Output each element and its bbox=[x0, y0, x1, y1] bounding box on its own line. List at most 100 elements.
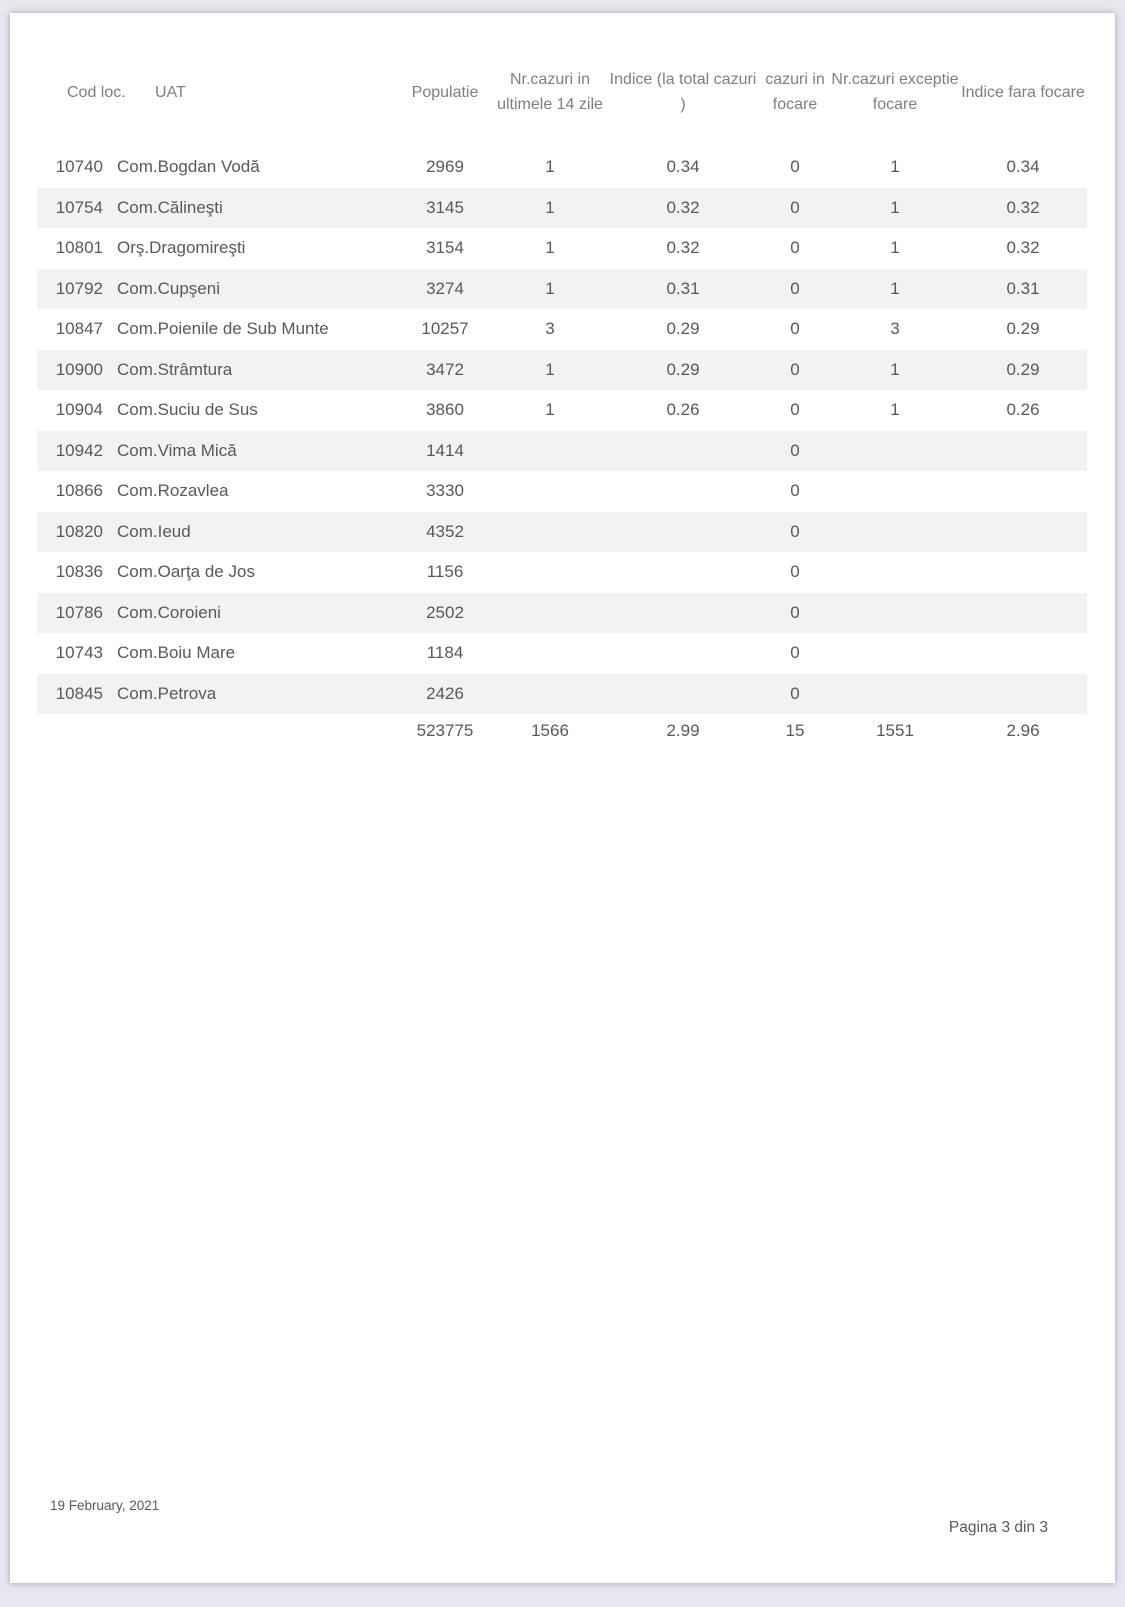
cell-cazuri-in-focare: 0 bbox=[790, 400, 800, 420]
cell-uat: Com.Coroieni bbox=[109, 592, 397, 633]
cell-cazuri-in-focare: 0 bbox=[790, 238, 800, 258]
cell-cazuri-in-focare: 0 bbox=[790, 157, 800, 177]
cell-populatie: 4352 bbox=[397, 511, 493, 552]
totals-indice: 2.99 bbox=[666, 721, 700, 740]
cell-populatie: 1414 bbox=[397, 430, 493, 471]
cell-uat: Com.Suciu de Sus bbox=[117, 400, 258, 420]
cell-indice-total: 0.34 bbox=[666, 157, 700, 177]
cell-populatie: 3860 bbox=[426, 400, 464, 420]
cell-uat: Com.Bogdan Vodă bbox=[117, 157, 260, 177]
cell-indice-total: 0.26 bbox=[666, 400, 700, 420]
header-populatie: Populatie bbox=[411, 83, 479, 101]
cell-cazuri-in-focare: 0 bbox=[759, 511, 831, 552]
cell-cod-loc: 10786 bbox=[37, 592, 109, 633]
cell-indice-total: 0.32 bbox=[666, 238, 700, 258]
cell-indice-fara-focare bbox=[959, 592, 1087, 633]
report-date: 19 February, 2021 bbox=[50, 1498, 160, 1513]
cell-indice-fara-focare bbox=[959, 511, 1087, 552]
cell-indice-total bbox=[607, 511, 759, 552]
cell-populatie: 3274 bbox=[397, 268, 493, 309]
table-row: 10792 Com.Cupşeni 3274 1 0.31 0 1 0.31 bbox=[37, 268, 1087, 309]
cell-indice-fara-focare bbox=[959, 552, 1087, 593]
cell-nr-cazuri-exceptie: 3 bbox=[890, 319, 900, 339]
cell-indice-fara-focare bbox=[959, 471, 1087, 512]
cell-nr-cazuri-exceptie: 1 bbox=[831, 349, 959, 390]
cell-uat: Com.Cupşeni bbox=[109, 268, 397, 309]
cell-indice-total bbox=[607, 673, 759, 714]
cell-uat: Com.Boiu Mare bbox=[117, 643, 236, 663]
cell-nr-cazuri-exceptie bbox=[831, 552, 959, 593]
totals-row: 523775 1566 2.99 15 1551 2.96 bbox=[37, 714, 1087, 748]
cell-nr-cazuri-14-zile: 3 bbox=[545, 319, 555, 339]
cell-populatie: 2502 bbox=[397, 592, 493, 633]
table-row: 10743 Com.Boiu Mare 1184 0 bbox=[37, 633, 1087, 674]
table-row: 10836 Com.Oarţa de Jos 1156 0 bbox=[37, 552, 1087, 593]
header-nr-cazuri-14-zile: Nr.cazuri in ultimele 14 zile bbox=[497, 71, 603, 113]
table-row: 10740 Com.Bogdan Vodă 2969 1 0.34 0 1 0.… bbox=[37, 147, 1087, 188]
cell-cod-loc: 10743 bbox=[55, 643, 103, 663]
page-number: Pagina 3 din 3 bbox=[948, 1519, 1048, 1536]
cell-nr-cazuri-14-zile bbox=[493, 633, 607, 674]
cell-nr-cazuri-14-zile: 1 bbox=[493, 268, 607, 309]
cell-populatie: 1156 bbox=[426, 562, 464, 582]
cell-indice-fara-focare: 0.31 bbox=[959, 268, 1087, 309]
cell-indice-total bbox=[607, 471, 759, 512]
cell-nr-cazuri-exceptie: 1 bbox=[890, 157, 900, 177]
cell-nr-cazuri-14-zile: 1 bbox=[545, 400, 555, 420]
cell-cod-loc: 10754 bbox=[37, 187, 109, 228]
totals-populatie: 523775 bbox=[416, 721, 474, 740]
cell-nr-cazuri-14-zile bbox=[493, 673, 607, 714]
cell-uat: Orş.Dragomireşti bbox=[117, 238, 246, 258]
cell-cazuri-in-focare: 0 bbox=[759, 187, 831, 228]
cell-cod-loc: 10740 bbox=[55, 157, 103, 177]
cell-nr-cazuri-14-zile bbox=[493, 471, 607, 512]
cell-cod-loc: 10942 bbox=[37, 430, 109, 471]
cell-cod-loc: 10845 bbox=[37, 673, 109, 714]
cell-cod-loc: 10801 bbox=[55, 238, 103, 258]
cell-indice-fara-focare bbox=[959, 430, 1087, 471]
cell-nr-cazuri-14-zile bbox=[493, 511, 607, 552]
cell-indice-total bbox=[607, 592, 759, 633]
cell-populatie: 10257 bbox=[421, 319, 469, 339]
incidence-table: Cod loc. UAT Populatie Nr.cazuri in ulti… bbox=[37, 55, 1087, 748]
table-row: 10820 Com.Ieud 4352 0 bbox=[37, 511, 1087, 552]
cell-cazuri-in-focare: 0 bbox=[790, 562, 800, 582]
cell-indice-total: 0.31 bbox=[607, 268, 759, 309]
cell-uat: Com.Strâmtura bbox=[109, 349, 397, 390]
report-page: Cod loc. UAT Populatie Nr.cazuri in ulti… bbox=[10, 13, 1115, 1583]
cell-uat: Com.Petrova bbox=[109, 673, 397, 714]
cell-indice-total bbox=[607, 552, 759, 593]
cell-indice-total: 0.29 bbox=[607, 349, 759, 390]
cell-nr-cazuri-exceptie bbox=[831, 511, 959, 552]
cell-cod-loc: 10820 bbox=[37, 511, 109, 552]
totals-cazuri14: 1566 bbox=[531, 721, 569, 740]
table-row: 10847 Com.Poienile de Sub Munte 10257 3 … bbox=[37, 309, 1087, 350]
table-body: 10740 Com.Bogdan Vodă 2969 1 0.34 0 1 0.… bbox=[37, 147, 1087, 714]
cell-cazuri-in-focare: 0 bbox=[759, 268, 831, 309]
header-indice-total: Indice (la total cazuri ) bbox=[609, 71, 757, 113]
cell-indice-total bbox=[607, 430, 759, 471]
header-row: Cod loc. UAT Populatie Nr.cazuri in ulti… bbox=[37, 55, 1087, 147]
cell-cazuri-in-focare: 0 bbox=[790, 481, 800, 501]
cell-populatie: 3330 bbox=[426, 481, 464, 501]
cell-cazuri-in-focare: 0 bbox=[759, 430, 831, 471]
cell-indice-total bbox=[607, 633, 759, 674]
table-header: Cod loc. UAT Populatie Nr.cazuri in ulti… bbox=[37, 55, 1087, 147]
cell-indice-fara-focare: 0.34 bbox=[1006, 157, 1040, 177]
cell-indice-fara-focare: 0.29 bbox=[959, 349, 1087, 390]
cell-cod-loc: 10792 bbox=[37, 268, 109, 309]
cell-nr-cazuri-14-zile: 1 bbox=[545, 157, 555, 177]
cell-indice-fara-focare: 0.26 bbox=[1006, 400, 1040, 420]
cell-populatie: 3472 bbox=[397, 349, 493, 390]
cell-indice-fara-focare bbox=[959, 673, 1087, 714]
table-footer: 523775 1566 2.99 15 1551 2.96 bbox=[37, 714, 1087, 748]
cell-nr-cazuri-exceptie bbox=[831, 592, 959, 633]
cell-uat: Com.Oarţa de Jos bbox=[117, 562, 255, 582]
totals-focare: 15 bbox=[785, 721, 805, 740]
cell-cod-loc: 10866 bbox=[55, 481, 103, 501]
cell-uat: Com.Rozavlea bbox=[117, 481, 229, 501]
totals-exceptie: 1551 bbox=[876, 721, 914, 740]
header-cazuri-in-focare: cazuri in focare bbox=[765, 71, 825, 113]
cell-uat: Com.Poienile de Sub Munte bbox=[117, 319, 329, 339]
